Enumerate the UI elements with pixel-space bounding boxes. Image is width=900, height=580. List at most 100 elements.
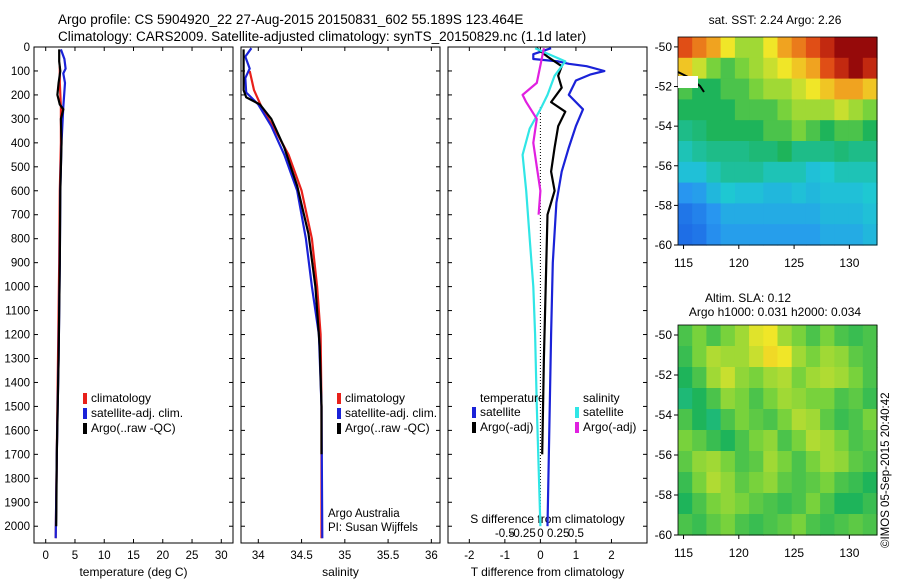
sla-map-cell [862,325,878,347]
salinity-legend-label: Argo(..raw -QC) [345,421,430,435]
sst-map-cell [805,99,821,121]
sla-map-cell [862,346,878,368]
sst-map-cell [834,141,850,163]
diff-legend-temperature-swatch [472,407,476,418]
sst-map-cell [692,99,707,121]
sla-map-lon-tick-label: 130 [839,546,859,560]
salinity-legend-label: satellite-adj. clim. [345,406,437,420]
salinity-annotation: PI: Susan Wijffels [328,522,418,534]
sla-map-cell [706,409,722,431]
depth-tick-label: 1200 [4,330,30,342]
salinity-diff-tick-label: -0.25 [510,528,536,540]
depth-tick-label: 600 [11,186,30,198]
sst-map-cell [862,99,878,121]
depth-tick-label: 1500 [4,401,30,413]
sst-map-cell [791,182,807,204]
sla-map-cell [678,430,693,452]
sst-map-cell [862,182,878,204]
sst-map-cell [805,203,821,225]
temperature-x-tick-label: 25 [186,550,199,562]
sst-map-cell [848,224,864,246]
sst-map-cell [706,141,722,163]
sst-map-cell [692,141,707,163]
sla-map-cell [749,325,764,347]
depth-tick-label: 1600 [4,425,30,437]
sla-map-cell [791,346,807,368]
sla-map-cell [834,472,850,494]
sst-map-cell [820,57,835,80]
sla-map-cell [734,325,750,347]
sst-map-lat-tick-label: -50 [655,40,673,54]
sst-map-cell [749,37,764,59]
sla-map-cell [848,451,864,473]
sst-map-cell [720,99,736,121]
sla-map-cell [848,346,864,368]
sla-map-cell [734,346,750,368]
sla-map-lat-tick-label: -52 [655,368,673,382]
sst-map-cell [834,182,850,204]
sst-map-cell [820,224,835,246]
difference-x-tick-label: -1 [500,550,510,562]
sst-map-cell [777,57,793,80]
salinity-legend-label: climatology [345,391,405,405]
sst-map-cell [734,78,750,100]
sla-map-cell [777,388,793,410]
sst-map-cell [763,182,779,204]
sla-map-cell [834,493,850,515]
difference-series-sal_satellite-line [521,47,567,527]
diff-legend-salinity-swatch [575,422,579,433]
sst-map-cell [834,203,850,225]
sla-map-cell [862,367,878,389]
depth-tick-label: 400 [11,138,30,150]
sst-map-cell [734,99,750,121]
sla-map-cell [749,388,764,410]
sla-map-cell [862,514,878,536]
sla-map-cell [763,409,779,431]
sla-map-cell [734,472,750,494]
sla-map-cell [678,346,693,368]
sst-map-frame [677,36,878,246]
sst-map-cell [862,120,878,142]
sla-map-cell [720,388,736,410]
sst-map-cell [692,120,707,142]
difference-x-tick-label: 2 [608,550,614,562]
sst-map-cell [820,161,835,184]
difference-plot-frame [447,46,648,544]
sla-map-cell [777,472,793,494]
sla-map-cell [848,493,864,515]
sla-map-lat-tick-label: -50 [655,328,673,342]
sla-map-cell [848,514,864,536]
temperature-series-argo-line [55,49,65,527]
sla-map-cell [763,451,779,473]
sla-map-cell [862,472,878,494]
sst-map-cell [848,57,864,80]
sst-map-cell [820,78,835,100]
sla-map-cell [777,367,793,389]
sst-map-cell [777,203,793,225]
depth-tick-label: 1400 [4,377,30,389]
sla-map-cell [777,325,793,347]
sst-map-cell [763,161,779,184]
sla-map-cell [692,409,707,431]
sla-map-cell [749,451,764,473]
sst-map-cell [678,141,693,163]
sst-map-cell [720,203,736,225]
sla-map-lon-tick-label: 125 [784,546,804,560]
sla-map-cell [777,430,793,452]
sla-map-cell [706,367,722,389]
sla-map-cell [848,325,864,347]
sst-map-cell [720,37,736,59]
sla-map-cell [720,430,736,452]
difference-x-axis-label: T difference from climatology [471,565,625,579]
sla-map-cell [720,367,736,389]
sla-map-cell [820,367,835,389]
sst-map-cell [692,57,707,80]
salinity-x-tick-label: 35.5 [377,550,399,562]
sla-map-cell [706,514,722,536]
sla-map-frame [677,324,878,536]
sst-map-cell [791,203,807,225]
sst-map-cell [834,78,850,100]
sla-map-cell [763,430,779,452]
diff-legend-salinity-label: Argo(-adj) [583,420,636,434]
